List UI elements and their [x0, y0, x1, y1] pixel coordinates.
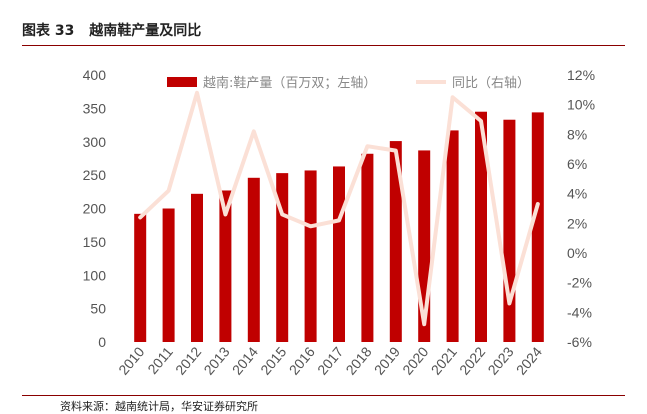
left-tick-label: 200	[83, 201, 107, 217]
line-point	[537, 203, 539, 205]
bar	[247, 177, 260, 342]
x-tick-label: 2015	[257, 343, 289, 377]
left-tick-label: 400	[83, 67, 107, 83]
line-series	[138, 90, 540, 327]
left-tick-label: 100	[83, 267, 107, 283]
bar	[304, 170, 317, 342]
bar	[361, 153, 374, 342]
right-tick-label: 2%	[567, 215, 587, 231]
right-tick-label: 10%	[567, 97, 595, 113]
line-point	[395, 150, 397, 152]
left-tick-label: 350	[83, 100, 107, 116]
right-tick-label: 0%	[567, 245, 587, 261]
right-tick-label: 12%	[567, 67, 595, 83]
left-tick-label: 0	[98, 334, 106, 350]
line-point	[423, 323, 425, 325]
line-point	[480, 120, 482, 122]
bar-series	[134, 111, 544, 343]
x-tick-label: 2017	[314, 343, 346, 377]
figure-label: 图表 33	[22, 23, 75, 39]
bar	[389, 141, 402, 342]
left-tick-label: 300	[83, 134, 107, 150]
line-point	[310, 225, 312, 227]
left-tick-label: 250	[83, 167, 107, 183]
line-point	[168, 190, 170, 192]
bar	[162, 208, 175, 342]
legend-swatch-bar	[167, 77, 197, 87]
line-point	[281, 213, 283, 215]
left-tick-label: 50	[90, 301, 106, 317]
line-point	[139, 216, 141, 218]
right-tick-label: -6%	[567, 334, 592, 350]
line-point	[224, 213, 226, 215]
legend-label-line: 同比（右轴）	[452, 76, 530, 91]
right-tick-label: -2%	[567, 275, 592, 291]
x-tick-label: 2010	[115, 343, 147, 377]
bar	[446, 130, 459, 342]
line-point	[452, 96, 454, 98]
right-tick-label: -4%	[567, 304, 592, 320]
x-tick-label: 2018	[342, 343, 374, 377]
bar	[219, 190, 232, 342]
x-axis: 2010201120122013201420152016201720182019…	[115, 343, 545, 377]
figure-title: 图表 33 越南鞋产量及同比	[22, 20, 201, 40]
legend-label-bar: 越南:鞋产量（百万双；左轴）	[203, 75, 376, 91]
bar	[503, 119, 516, 342]
bar	[191, 193, 203, 342]
source-rule	[22, 395, 625, 396]
x-tick-label: 2013	[200, 343, 232, 377]
left-axis: 0 50 100 150 200 250 300 350 400	[83, 67, 107, 350]
right-tick-label: 6%	[567, 156, 587, 172]
line-point	[508, 302, 510, 304]
right-axis: -6% -4% -2% 0% 2% 4% 6% 8% 10% 12%	[567, 67, 595, 350]
title-rule	[22, 45, 625, 46]
line-point	[196, 92, 198, 94]
x-tick-label: 2012	[172, 343, 204, 377]
legend: 越南:鞋产量（百万双；左轴） 同比（右轴）	[167, 75, 530, 91]
right-tick-label: 8%	[567, 126, 587, 142]
figure-caption: 越南鞋产量及同比	[89, 23, 202, 39]
x-tick-label: 2020	[399, 343, 431, 377]
x-tick-label: 2021	[428, 343, 460, 377]
x-tick-label: 2024	[513, 343, 545, 377]
source-note: 资料来源：越南统计局，华安证券研究所	[60, 400, 258, 413]
x-tick-label: 2014	[229, 343, 261, 377]
bar	[134, 213, 147, 342]
x-tick-label: 2016	[286, 343, 318, 377]
bar	[475, 111, 487, 343]
x-tick-label: 2022	[456, 343, 488, 377]
line-point	[338, 219, 340, 221]
x-tick-label: 2011	[144, 343, 176, 377]
right-tick-label: 4%	[567, 186, 587, 202]
line-point	[253, 130, 255, 132]
line-point	[366, 145, 368, 147]
bar	[333, 166, 345, 342]
x-tick-label: 2023	[484, 343, 516, 377]
left-tick-label: 150	[83, 234, 107, 250]
bar	[531, 112, 544, 342]
x-tick-label: 2019	[371, 343, 403, 377]
